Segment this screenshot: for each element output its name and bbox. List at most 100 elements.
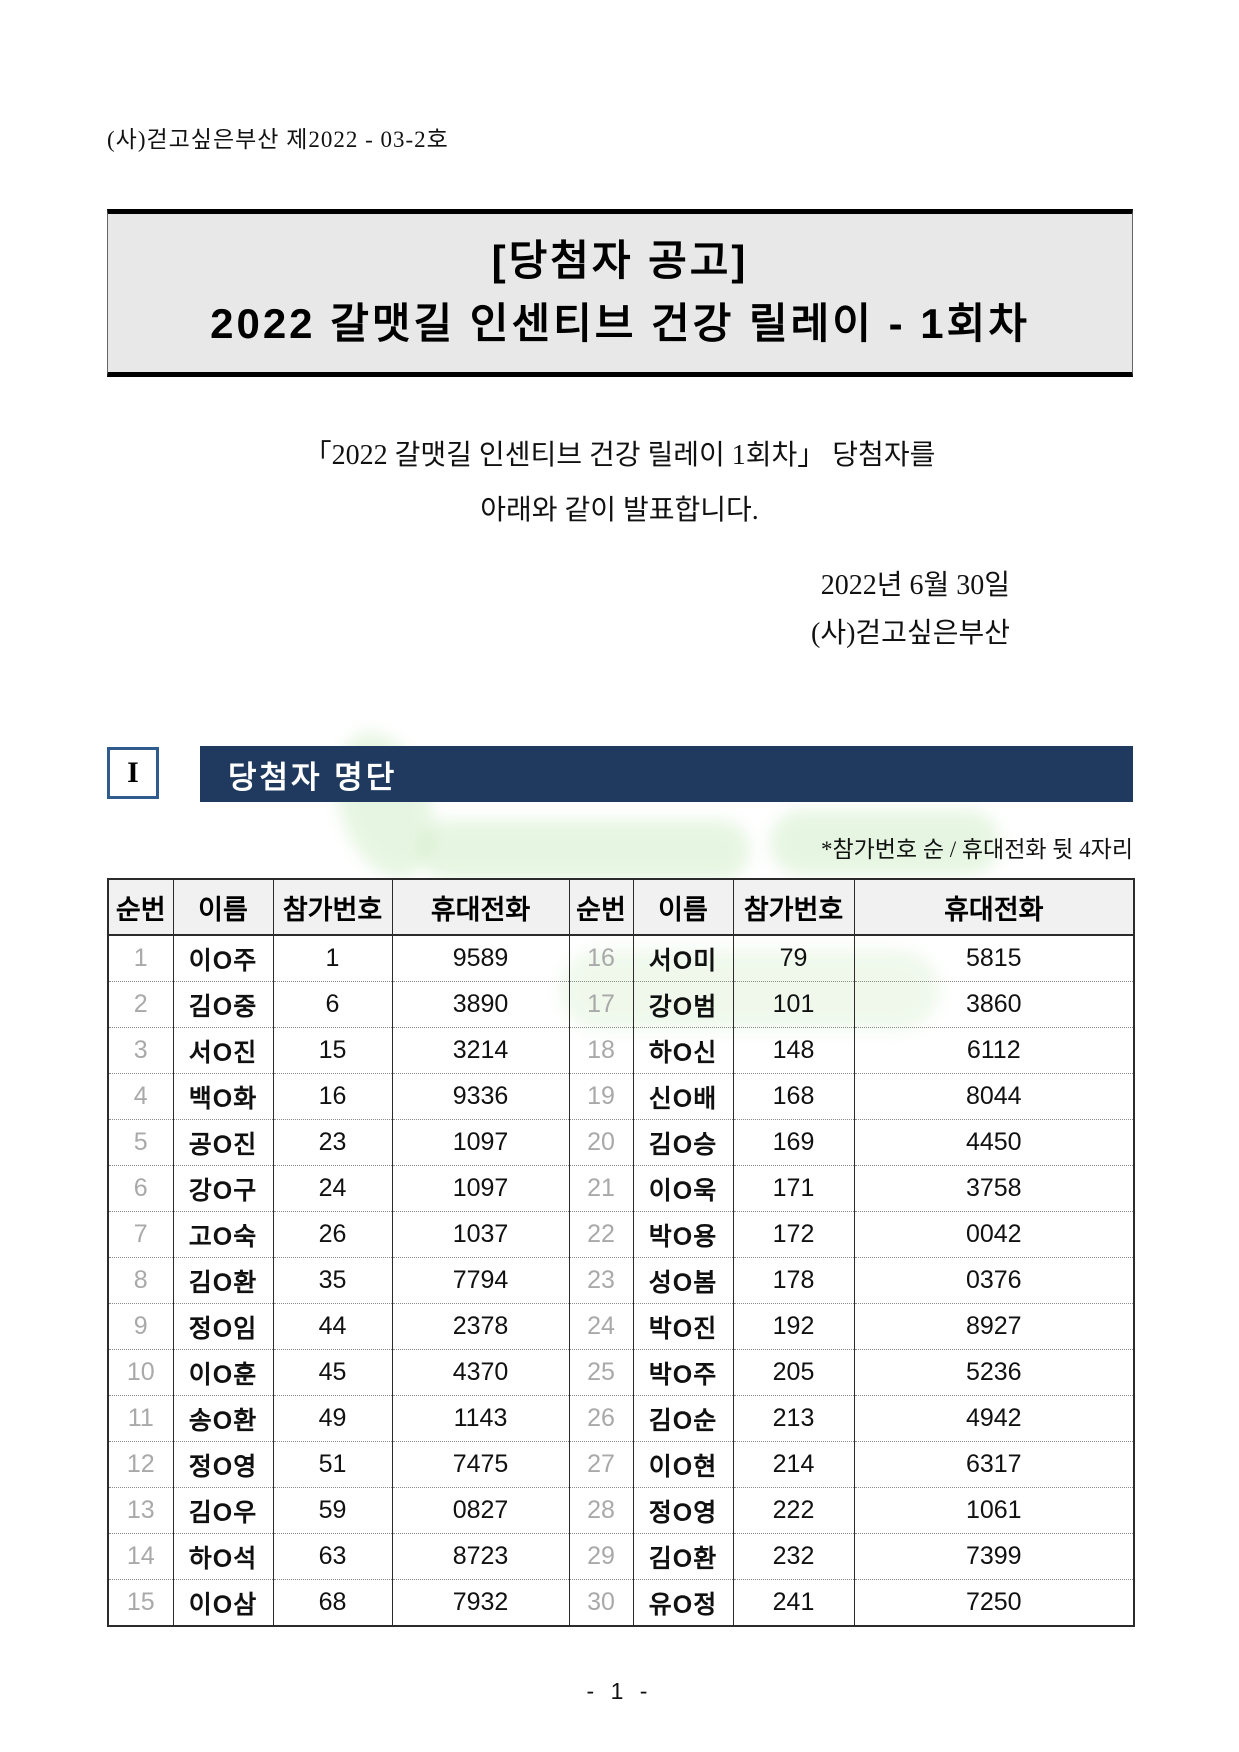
cell-name: 강O구 (172, 1165, 274, 1212)
table-row: 6 강O구 24 1097 21 이O욱 171 3758 (107, 1165, 1135, 1212)
table-row: 8 김O환 35 7794 23 성O봄 178 0376 (107, 1257, 1135, 1304)
cell-entry-number: 24 (272, 1165, 393, 1212)
cell-phone-last4: 9336 (391, 1073, 570, 1120)
table-body: 1 이O주 1 9589 16 서O미 79 5815 2 김O중 6 3890 17 강O범 101 386… (107, 934, 1135, 1627)
cell-phone-last4: 7475 (391, 1441, 570, 1488)
cell-entry-number: 101 (732, 981, 855, 1028)
cell-name: 김O승 (632, 1119, 734, 1166)
cell-entry-number: 26 (272, 1211, 393, 1258)
cell-order: 11 (107, 1395, 174, 1442)
table-note: *참가번호 순 / 휴대전화 뒷 4자리 (820, 837, 1133, 862)
cell-name: 정O임 (172, 1303, 274, 1350)
cell-order: 9 (107, 1303, 174, 1350)
cell-entry-number: 241 (732, 1579, 855, 1627)
cell-order: 23 (568, 1257, 634, 1304)
cell-name: 김O환 (172, 1257, 274, 1304)
cell-order: 19 (568, 1073, 634, 1120)
table-row: 1 이O주 1 9589 16 서O미 79 5815 (107, 934, 1135, 982)
date-block: 2022년 6월 30일 (사)걷고싶은부산 (811, 562, 1010, 658)
cell-order: 6 (107, 1165, 174, 1212)
cell-order: 12 (107, 1441, 174, 1488)
cell-phone-last4: 3860 (853, 981, 1135, 1028)
cell-entry-number: 79 (732, 934, 855, 982)
cell-name: 성O봄 (632, 1257, 734, 1304)
cell-order: 22 (568, 1211, 634, 1258)
document-number: (사)걷고싶은부산 제2022 - 03-2호 (107, 127, 449, 152)
cell-phone-last4: 4370 (391, 1349, 570, 1396)
table-row: 10 이O훈 45 4370 25 박O주 205 5236 (107, 1349, 1135, 1396)
section-bar: 당첨자 명단 (200, 746, 1133, 802)
cell-entry-number: 232 (732, 1533, 855, 1580)
cell-order: 4 (107, 1073, 174, 1120)
cell-phone-last4: 7932 (391, 1579, 570, 1627)
cell-phone-last4: 4942 (853, 1395, 1135, 1442)
announcement-title-line2: 2022 갈맷길 인센티브 건강 릴레이 - 1회차 (210, 300, 1030, 347)
cell-entry-number: 23 (272, 1119, 393, 1166)
cell-entry-number: 148 (732, 1027, 855, 1074)
table-row: 4 백O화 16 9336 19 신O배 168 8044 (107, 1073, 1135, 1120)
cell-name: 신O배 (632, 1073, 734, 1120)
cell-name: 서O진 (172, 1027, 274, 1074)
cell-order: 24 (568, 1303, 634, 1350)
cell-phone-last4: 1037 (391, 1211, 570, 1258)
table-row: 7 고O숙 26 1037 22 박O용 172 0042 (107, 1211, 1135, 1258)
cell-name: 강O범 (632, 981, 734, 1028)
cell-order: 18 (568, 1027, 634, 1074)
cell-name: 박O주 (632, 1349, 734, 1396)
cell-name: 서O미 (632, 934, 734, 982)
column-header: 휴대전화 (853, 878, 1135, 936)
cell-order: 13 (107, 1487, 174, 1534)
cell-name: 유O정 (632, 1579, 734, 1627)
column-header: 순번 (107, 878, 174, 936)
cell-order: 5 (107, 1119, 174, 1166)
cell-phone-last4: 1061 (853, 1487, 1135, 1534)
cell-phone-last4: 5815 (853, 934, 1135, 982)
page-number: - 1 - (586, 1678, 653, 1704)
cell-name: 김O환 (632, 1533, 734, 1580)
cell-name: 이O삼 (172, 1579, 274, 1627)
cell-name: 송O환 (172, 1395, 274, 1442)
cell-order: 27 (568, 1441, 634, 1488)
cell-entry-number: 51 (272, 1441, 393, 1488)
announcement-title-line1: [당첨자 공고] (491, 237, 749, 284)
column-header: 참가번호 (272, 878, 393, 936)
cell-phone-last4: 8044 (853, 1073, 1135, 1120)
cell-entry-number: 214 (732, 1441, 855, 1488)
cell-name: 박O용 (632, 1211, 734, 1258)
cell-entry-number: 16 (272, 1073, 393, 1120)
announcement-body: 「2022 갈맷길 인센티브 건강 릴레이 1회차」 당첨자를 아래와 같이 발… (0, 428, 1239, 538)
table-row: 14 하O석 63 8723 29 김O환 232 7399 (107, 1533, 1135, 1580)
cell-entry-number: 222 (732, 1487, 855, 1534)
cell-phone-last4: 3890 (391, 981, 570, 1028)
cell-phone-last4: 0827 (391, 1487, 570, 1534)
cell-entry-number: 172 (732, 1211, 855, 1258)
cell-name: 김O우 (172, 1487, 274, 1534)
cell-order: 2 (107, 981, 174, 1028)
organization-name: (사)걷고싶은부산 (811, 618, 1010, 649)
cell-phone-last4: 2378 (391, 1303, 570, 1350)
table-header-row: 순번 이름 참가번호 휴대전화 순번 이름 참가번호 휴대전화 (107, 878, 1135, 936)
cell-entry-number: 169 (732, 1119, 855, 1166)
cell-entry-number: 44 (272, 1303, 393, 1350)
cell-order: 7 (107, 1211, 174, 1258)
cell-phone-last4: 5236 (853, 1349, 1135, 1396)
cell-phone-last4: 4450 (853, 1119, 1135, 1166)
cell-entry-number: 68 (272, 1579, 393, 1627)
cell-name: 정O영 (632, 1487, 734, 1534)
cell-phone-last4: 1097 (391, 1165, 570, 1212)
cell-order: 16 (568, 934, 634, 982)
cell-order: 20 (568, 1119, 634, 1166)
column-header: 휴대전화 (391, 878, 570, 936)
cell-name: 김O중 (172, 981, 274, 1028)
cell-order: 17 (568, 981, 634, 1028)
cell-order: 25 (568, 1349, 634, 1396)
cell-name: 이O욱 (632, 1165, 734, 1212)
cell-entry-number: 171 (732, 1165, 855, 1212)
table-row: 11 송O환 49 1143 26 김O순 213 4942 (107, 1395, 1135, 1442)
section-numeral-box: I (107, 747, 159, 799)
cell-order: 10 (107, 1349, 174, 1396)
announcement-body-line1: 「2022 갈맷길 인센티브 건강 릴레이 1회차」 당첨자를 (303, 440, 936, 471)
cell-name: 이O주 (172, 934, 274, 982)
cell-order: 21 (568, 1165, 634, 1212)
